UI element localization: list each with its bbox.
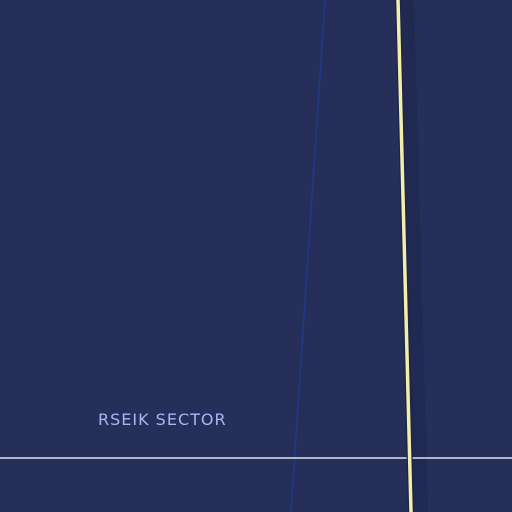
major-route-line [396, 0, 413, 512]
sector-label: RSEIK SECTOR [98, 410, 227, 429]
route-shadow [401, 0, 428, 512]
minor-route-line [290, 0, 326, 512]
